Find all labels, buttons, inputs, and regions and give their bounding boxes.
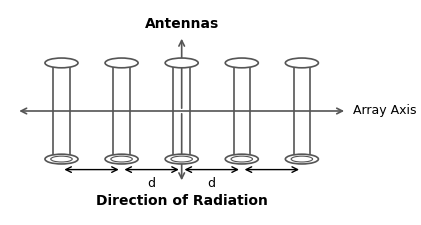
Ellipse shape xyxy=(165,58,198,68)
Ellipse shape xyxy=(51,156,72,162)
Text: Array Axis: Array Axis xyxy=(353,104,416,117)
Ellipse shape xyxy=(45,154,78,164)
Text: d: d xyxy=(208,177,216,190)
Text: Antennas: Antennas xyxy=(144,17,219,31)
Ellipse shape xyxy=(285,154,318,164)
Text: Direction of Radiation: Direction of Radiation xyxy=(96,194,268,208)
Ellipse shape xyxy=(225,154,258,164)
Text: d: d xyxy=(148,177,156,190)
Ellipse shape xyxy=(165,154,198,164)
Ellipse shape xyxy=(291,156,313,162)
Ellipse shape xyxy=(105,58,138,68)
Ellipse shape xyxy=(225,58,258,68)
Ellipse shape xyxy=(45,58,78,68)
Ellipse shape xyxy=(111,156,132,162)
Ellipse shape xyxy=(231,156,253,162)
Ellipse shape xyxy=(105,154,138,164)
Ellipse shape xyxy=(285,58,318,68)
Ellipse shape xyxy=(171,156,192,162)
